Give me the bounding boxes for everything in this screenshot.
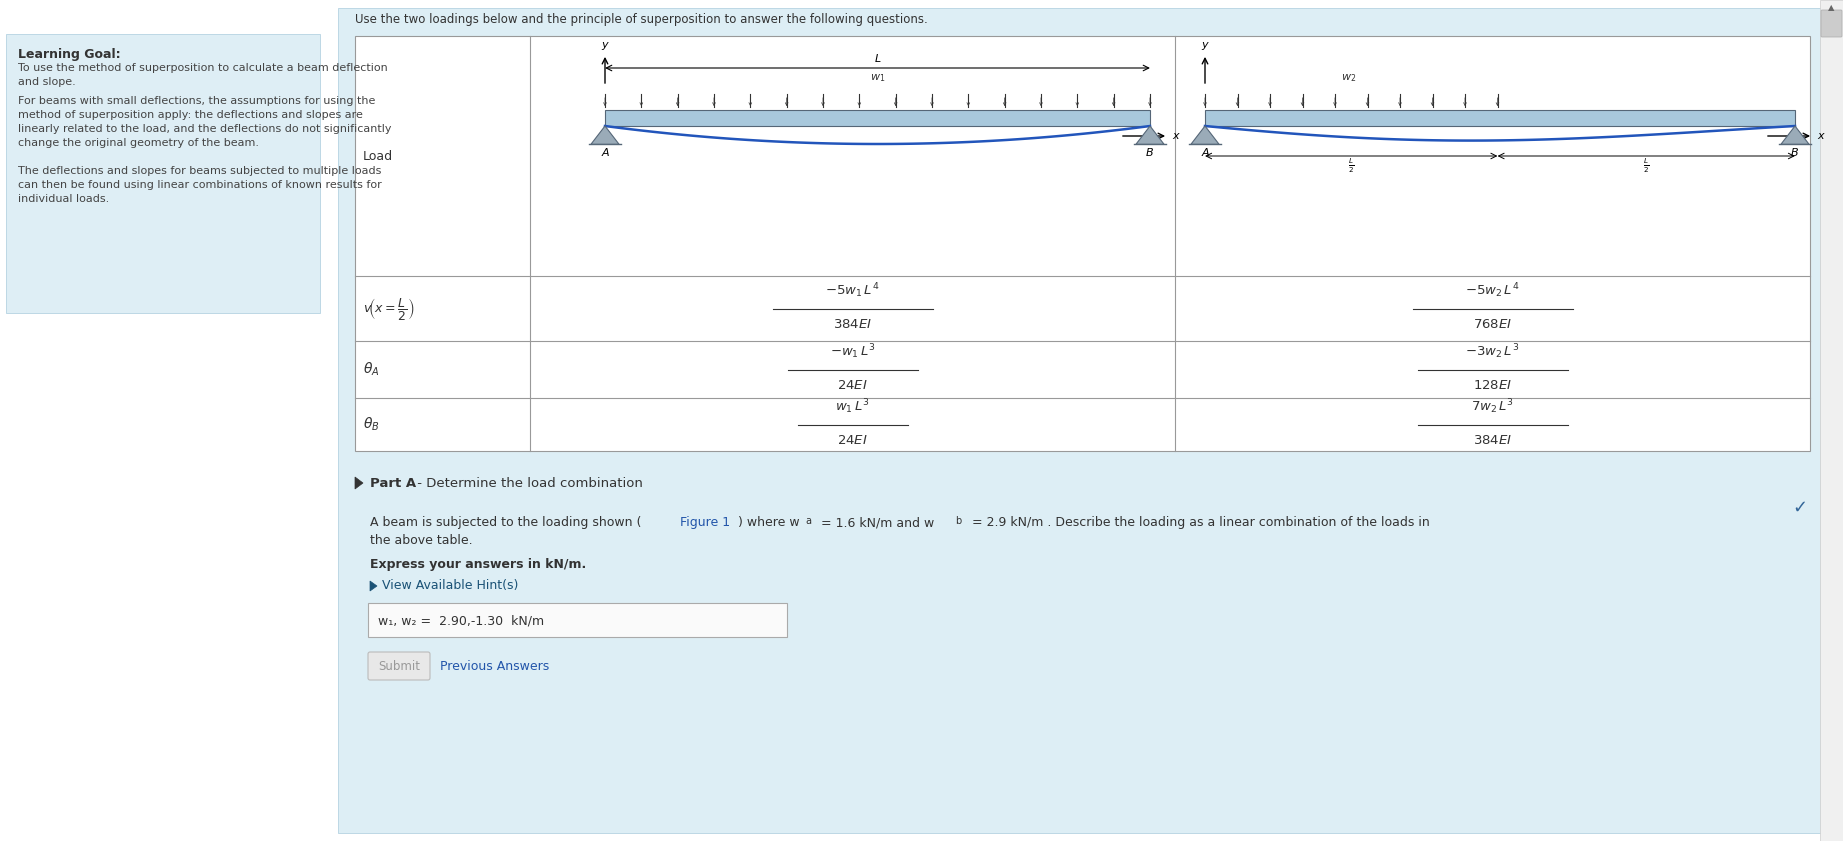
Bar bbox=[356, 36, 1810, 451]
Text: $-3w_2\,L^3$: $-3w_2\,L^3$ bbox=[1465, 341, 1520, 361]
Text: $384EI$: $384EI$ bbox=[833, 318, 872, 331]
Text: $24EI$: $24EI$ bbox=[837, 433, 868, 447]
Text: Part A: Part A bbox=[370, 477, 417, 489]
Text: $384EI$: $384EI$ bbox=[1473, 433, 1511, 447]
Polygon shape bbox=[1191, 126, 1218, 144]
Text: Previous Answers: Previous Answers bbox=[440, 659, 549, 673]
Text: For beams with small deflections, the assumptions for using the
method of superp: For beams with small deflections, the as… bbox=[18, 96, 391, 148]
Text: $w_1\,L^3$: $w_1\,L^3$ bbox=[835, 397, 870, 415]
Text: y: y bbox=[601, 40, 608, 50]
Text: Load: Load bbox=[363, 150, 393, 162]
Text: $128EI$: $128EI$ bbox=[1473, 378, 1511, 392]
Text: the above table.: the above table. bbox=[370, 534, 472, 547]
Text: a: a bbox=[805, 516, 811, 526]
FancyBboxPatch shape bbox=[369, 652, 429, 680]
Text: $\theta_A$: $\theta_A$ bbox=[363, 361, 380, 378]
Text: View Available Hint(s): View Available Hint(s) bbox=[382, 579, 518, 593]
Text: Use the two loadings below and the principle of superposition to answer the foll: Use the two loadings below and the princ… bbox=[356, 13, 927, 26]
Polygon shape bbox=[1135, 126, 1165, 144]
Text: A beam is subjected to the loading shown (: A beam is subjected to the loading shown… bbox=[370, 516, 641, 529]
FancyBboxPatch shape bbox=[369, 603, 787, 637]
Text: ) where w: ) where w bbox=[737, 516, 800, 529]
Bar bbox=[605, 110, 1150, 126]
Text: ▲: ▲ bbox=[1828, 3, 1834, 13]
Text: Submit: Submit bbox=[378, 659, 420, 673]
Text: The deflections and slopes for beams subjected to multiple loads
can then be fou: The deflections and slopes for beams sub… bbox=[18, 166, 382, 204]
Text: A: A bbox=[1202, 148, 1209, 158]
Text: $\frac{L}{2}$: $\frac{L}{2}$ bbox=[1642, 157, 1649, 176]
Text: w₁, w₂ =  2.90,-1.30  kN/m: w₁, w₂ = 2.90,-1.30 kN/m bbox=[378, 615, 544, 627]
Text: y: y bbox=[1202, 40, 1209, 50]
Text: ✓: ✓ bbox=[1793, 499, 1808, 517]
Text: Express your answers in kN/m.: Express your answers in kN/m. bbox=[370, 558, 586, 571]
Bar bbox=[1205, 110, 1795, 126]
Polygon shape bbox=[1780, 126, 1810, 144]
Text: $w_2$: $w_2$ bbox=[1342, 72, 1356, 84]
Text: $v\!\left(x=\dfrac{L}{2}\right)$: $v\!\left(x=\dfrac{L}{2}\right)$ bbox=[363, 295, 415, 321]
Text: To use the method of superposition to calculate a beam deflection
and slope.: To use the method of superposition to ca… bbox=[18, 63, 387, 87]
Text: x: x bbox=[1172, 131, 1180, 141]
Text: x: x bbox=[1817, 131, 1823, 141]
FancyBboxPatch shape bbox=[1821, 10, 1841, 37]
Text: $7w_2\,L^3$: $7w_2\,L^3$ bbox=[1471, 397, 1513, 415]
Text: $w_1$: $w_1$ bbox=[870, 72, 885, 84]
Text: L: L bbox=[874, 54, 881, 64]
Text: b: b bbox=[955, 516, 962, 526]
Text: $768EI$: $768EI$ bbox=[1473, 318, 1511, 331]
Text: B: B bbox=[1791, 148, 1799, 158]
FancyBboxPatch shape bbox=[6, 34, 321, 313]
Text: = 2.9 kN/m . Describe the loading as a linear combination of the loads in: = 2.9 kN/m . Describe the loading as a l… bbox=[968, 516, 1430, 529]
Polygon shape bbox=[370, 581, 378, 591]
Text: Figure 1: Figure 1 bbox=[680, 516, 730, 529]
Text: $-5w_1\,L^4$: $-5w_1\,L^4$ bbox=[826, 281, 879, 299]
Bar bbox=[1821, 0, 1843, 841]
Text: $-w_1\,L^3$: $-w_1\,L^3$ bbox=[829, 341, 875, 361]
Polygon shape bbox=[356, 477, 363, 489]
Text: = 1.6 kN/m and w: = 1.6 kN/m and w bbox=[816, 516, 934, 529]
Text: $-5w_2\,L^4$: $-5w_2\,L^4$ bbox=[1465, 281, 1520, 299]
Text: $24EI$: $24EI$ bbox=[837, 378, 868, 392]
Text: A: A bbox=[601, 148, 608, 158]
Text: $\theta_B$: $\theta_B$ bbox=[363, 415, 380, 433]
FancyBboxPatch shape bbox=[337, 8, 1823, 833]
Text: - Determine the load combination: - Determine the load combination bbox=[413, 477, 643, 489]
Polygon shape bbox=[592, 126, 619, 144]
Text: B: B bbox=[1146, 148, 1154, 158]
Text: $\frac{L}{2}$: $\frac{L}{2}$ bbox=[1347, 157, 1355, 176]
Text: Learning Goal:: Learning Goal: bbox=[18, 48, 120, 61]
